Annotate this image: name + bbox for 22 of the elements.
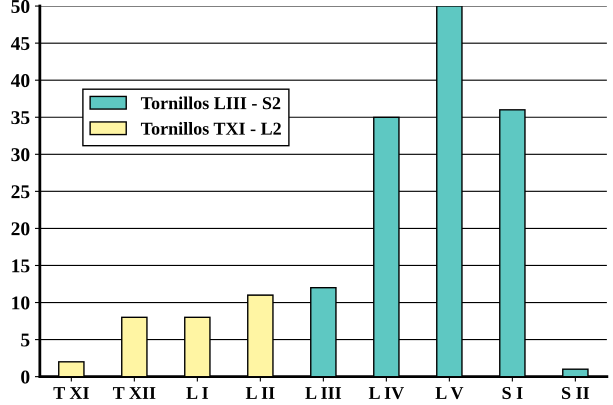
y-tick-label: 35 xyxy=(11,111,30,124)
y-tick-label: 30 xyxy=(11,148,30,162)
y-tick-label: 40 xyxy=(10,74,30,88)
y-tick-label: 25 xyxy=(11,185,30,198)
legend-label: Tornillos TXI - L2 xyxy=(140,122,281,135)
x-tick-label: T XI xyxy=(53,387,89,399)
y-tick-label: 15 xyxy=(12,259,30,272)
x-tick-label: S II xyxy=(562,386,590,400)
y-tick-label: 20 xyxy=(11,222,30,236)
y-tick-label: 45 xyxy=(10,37,30,50)
x-tick-label: T XII xyxy=(112,387,156,399)
y-tick-label: 50 xyxy=(11,0,30,14)
x-tick-label: L IV xyxy=(368,387,404,400)
legend-label: Tornillos LIII - S2 xyxy=(140,96,280,110)
x-tick-label: S I xyxy=(502,386,523,400)
x-tick-label: L II xyxy=(246,387,275,399)
y-tick-label: 5 xyxy=(21,334,30,347)
x-tick-label: L I xyxy=(186,387,208,399)
y-tick-label: 10 xyxy=(12,296,30,310)
x-tick-label: L V xyxy=(436,387,464,400)
y-tick-label: 0 xyxy=(21,370,30,384)
x-tick-label: L III xyxy=(305,387,342,399)
